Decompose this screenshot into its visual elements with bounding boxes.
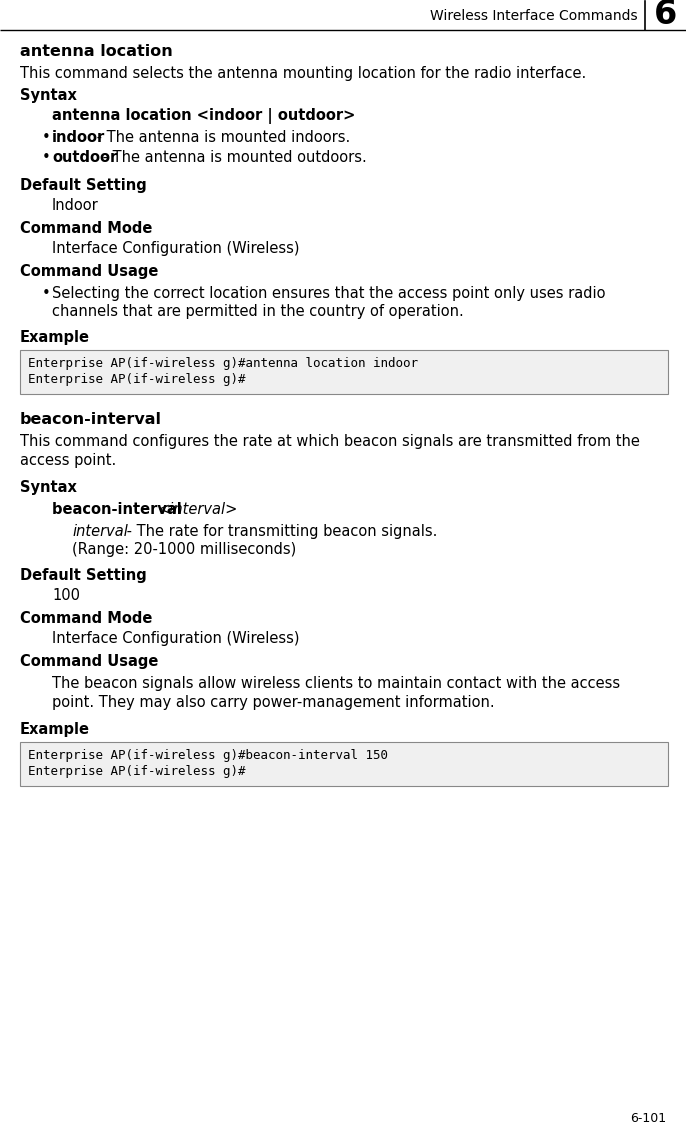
Text: beacon-interval: beacon-interval: [20, 412, 162, 427]
Text: Example: Example: [20, 722, 90, 737]
Text: <interval>: <interval>: [158, 502, 238, 517]
Text: interval: interval: [72, 524, 128, 539]
Text: Wireless Interface Commands: Wireless Interface Commands: [430, 9, 638, 22]
Text: outdoor: outdoor: [52, 150, 117, 165]
Text: Command Mode: Command Mode: [20, 611, 152, 626]
Text: Default Setting: Default Setting: [20, 179, 147, 193]
Text: 6: 6: [654, 0, 678, 31]
Text: 100: 100: [52, 588, 80, 603]
Text: channels that are permitted in the country of operation.: channels that are permitted in the count…: [52, 304, 464, 319]
Text: Selecting the correct location ensures that the access point only uses radio: Selecting the correct location ensures t…: [52, 286, 606, 301]
Text: Command Usage: Command Usage: [20, 654, 158, 669]
Text: point. They may also carry power-management information.: point. They may also carry power-managem…: [52, 695, 495, 710]
Text: - The antenna is mounted indoors.: - The antenna is mounted indoors.: [92, 130, 350, 145]
Text: Enterprise AP(if-wireless g)#antenna location indoor: Enterprise AP(if-wireless g)#antenna loc…: [28, 357, 418, 369]
Text: - The antenna is mounted outdoors.: - The antenna is mounted outdoors.: [98, 150, 367, 165]
Text: Command Mode: Command Mode: [20, 221, 152, 236]
Text: This command configures the rate at which beacon signals are transmitted from th: This command configures the rate at whic…: [20, 433, 640, 449]
Text: Indoor: Indoor: [52, 198, 99, 213]
Text: 6-101: 6-101: [630, 1112, 666, 1123]
Text: Enterprise AP(if-wireless g)#beacon-interval 150: Enterprise AP(if-wireless g)#beacon-inte…: [28, 749, 388, 763]
Text: antenna location <indoor | outdoor>: antenna location <indoor | outdoor>: [52, 108, 355, 124]
Text: Interface Configuration (Wireless): Interface Configuration (Wireless): [52, 631, 300, 646]
Text: beacon-interval: beacon-interval: [52, 502, 187, 517]
Text: indoor: indoor: [52, 130, 105, 145]
Text: This command selects the antenna mounting location for the radio interface.: This command selects the antenna mountin…: [20, 66, 587, 81]
Text: Command Usage: Command Usage: [20, 264, 158, 279]
Text: •: •: [42, 130, 51, 145]
Text: Example: Example: [20, 330, 90, 345]
Text: The beacon signals allow wireless clients to maintain contact with the access: The beacon signals allow wireless client…: [52, 676, 620, 691]
Text: Enterprise AP(if-wireless g)#: Enterprise AP(if-wireless g)#: [28, 373, 246, 386]
Text: Interface Configuration (Wireless): Interface Configuration (Wireless): [52, 241, 300, 256]
Text: (Range: 20-1000 milliseconds): (Range: 20-1000 milliseconds): [72, 542, 296, 557]
Text: Syntax: Syntax: [20, 88, 77, 103]
Text: access point.: access point.: [20, 453, 116, 468]
FancyBboxPatch shape: [20, 350, 668, 394]
Text: •: •: [42, 286, 51, 301]
Text: Enterprise AP(if-wireless g)#: Enterprise AP(if-wireless g)#: [28, 765, 246, 778]
Text: Syntax: Syntax: [20, 480, 77, 495]
FancyBboxPatch shape: [20, 742, 668, 786]
Text: Default Setting: Default Setting: [20, 568, 147, 583]
Text: antenna location: antenna location: [20, 44, 173, 60]
Text: •: •: [42, 150, 51, 165]
Text: - The rate for transmitting beacon signals.: - The rate for transmitting beacon signa…: [122, 524, 438, 539]
